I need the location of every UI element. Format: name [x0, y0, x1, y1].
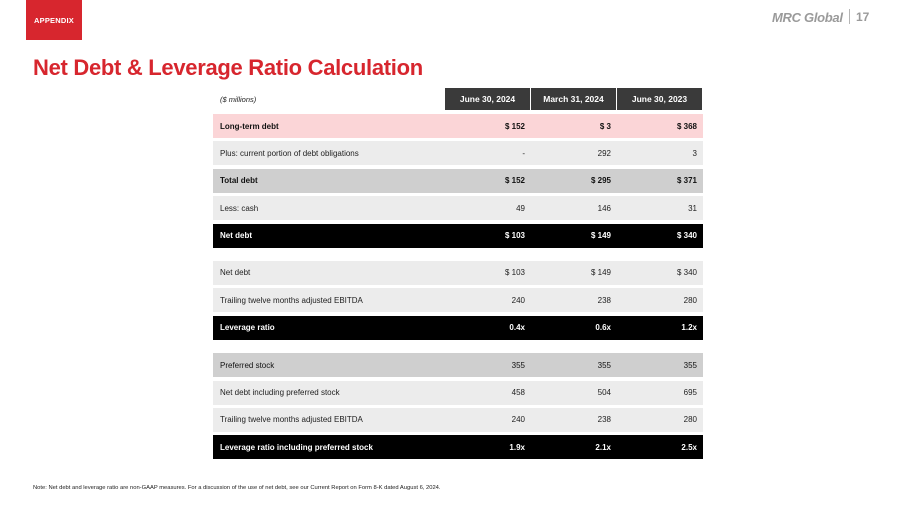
cell-value: 2.1x [595, 442, 611, 452]
cell-value: 458 [511, 388, 525, 398]
cell-value: $ 368 [676, 121, 697, 131]
cell-value: 240 [511, 415, 525, 425]
row-label: Plus: current portion of debt obligation… [220, 148, 359, 158]
table-row-ebitda-2: Trailing twelve months adjusted EBITDA 2… [213, 407, 703, 432]
row-label: Leverage ratio [220, 323, 275, 333]
cell-value: 292 [597, 148, 611, 158]
row-label: Trailing twelve months adjusted EBITDA [220, 295, 363, 305]
row-label: Trailing twelve months adjusted EBITDA [220, 415, 363, 425]
table-row-current-portion: Plus: current portion of debt obligation… [213, 141, 703, 166]
cell-value: $ 149 [590, 231, 611, 241]
cell-value: 280 [683, 295, 697, 305]
brand-logo: MRC Global [772, 10, 843, 25]
cell-value: $ 103 [504, 231, 525, 241]
column-header: June 30, 2024 [444, 88, 530, 110]
cell-value: $ 152 [504, 176, 525, 186]
cell-value: 238 [597, 295, 611, 305]
cell-value: $ 295 [590, 176, 611, 186]
row-label: Long-term debt [220, 121, 279, 131]
row-label: Preferred stock [220, 360, 275, 370]
footnote: Note: Net debt and leverage ratio are no… [33, 485, 441, 491]
cell-value: 240 [511, 295, 525, 305]
cell-value: $ 152 [504, 121, 525, 131]
cell-value: 238 [597, 415, 611, 425]
cell-value: 1.2x [681, 323, 697, 333]
net-debt-table: ($ millions) June 30, 2024 March 31, 202… [213, 88, 703, 463]
table-row-net-debt-total: Net debt $ 103 $ 149 $ 340 [213, 223, 703, 248]
cell-value: 1.9x [509, 442, 525, 452]
cell-value: 504 [597, 388, 611, 398]
table-row-long-term-debt: Long-term debt $ 152 $ 3 $ 368 [213, 114, 703, 138]
row-label: Net debt [220, 268, 251, 278]
cell-value: $ 371 [676, 176, 697, 186]
table-row-preferred-stock: Preferred stock 355 355 355 [213, 353, 703, 378]
cell-value: 31 [688, 203, 697, 213]
cell-value: 695 [683, 388, 697, 398]
row-label: Less: cash [220, 203, 259, 213]
units-label: ($ millions) [220, 94, 257, 104]
row-label: Net debt including preferred stock [220, 388, 340, 398]
cell-value: 49 [516, 203, 525, 213]
page-number: 17 [856, 10, 870, 24]
table-row-total-debt: Total debt $ 152 $ 295 $ 371 [213, 168, 703, 193]
cell-value: 0.4x [509, 323, 525, 333]
table-row-net-debt: Net debt $ 103 $ 149 $ 340 [213, 260, 703, 285]
cell-value: 280 [683, 415, 697, 425]
table-row-net-debt-preferred: Net debt including preferred stock 458 5… [213, 380, 703, 405]
row-label: Leverage ratio including preferred stock [220, 442, 373, 452]
row-label: Net debt [220, 231, 252, 241]
cell-value: $ 103 [504, 268, 525, 278]
column-header: March 31, 2024 [530, 88, 616, 110]
cell-value: 355 [683, 360, 697, 370]
column-header: June 30, 2023 [616, 88, 702, 110]
cell-value: 146 [597, 203, 611, 213]
cell-value: 2.5x [681, 442, 697, 452]
table-header-row: ($ millions) June 30, 2024 March 31, 202… [213, 88, 703, 110]
cell-value: $ 149 [590, 268, 611, 278]
table-row-leverage-ratio-preferred: Leverage ratio including preferred stock… [213, 435, 703, 460]
row-label: Total debt [220, 176, 258, 186]
cell-value: 0.6x [595, 323, 611, 333]
cell-value: $ 3 [599, 121, 611, 131]
cell-value: $ 340 [676, 268, 697, 278]
cell-value: 355 [597, 360, 611, 370]
cell-value: 355 [511, 360, 525, 370]
brand-divider [849, 9, 850, 24]
cell-value: - [522, 148, 525, 158]
table-row-leverage-ratio: Leverage ratio 0.4x 0.6x 1.2x [213, 315, 703, 340]
cell-value: $ 340 [676, 231, 697, 241]
table-row-ebitda: Trailing twelve months adjusted EBITDA 2… [213, 288, 703, 313]
table-row-cash: Less: cash 49 146 31 [213, 196, 703, 221]
page-title: Net Debt & Leverage Ratio Calculation [33, 55, 423, 80]
cell-value: 3 [692, 148, 697, 158]
appendix-tag: APPENDIX [26, 0, 82, 40]
